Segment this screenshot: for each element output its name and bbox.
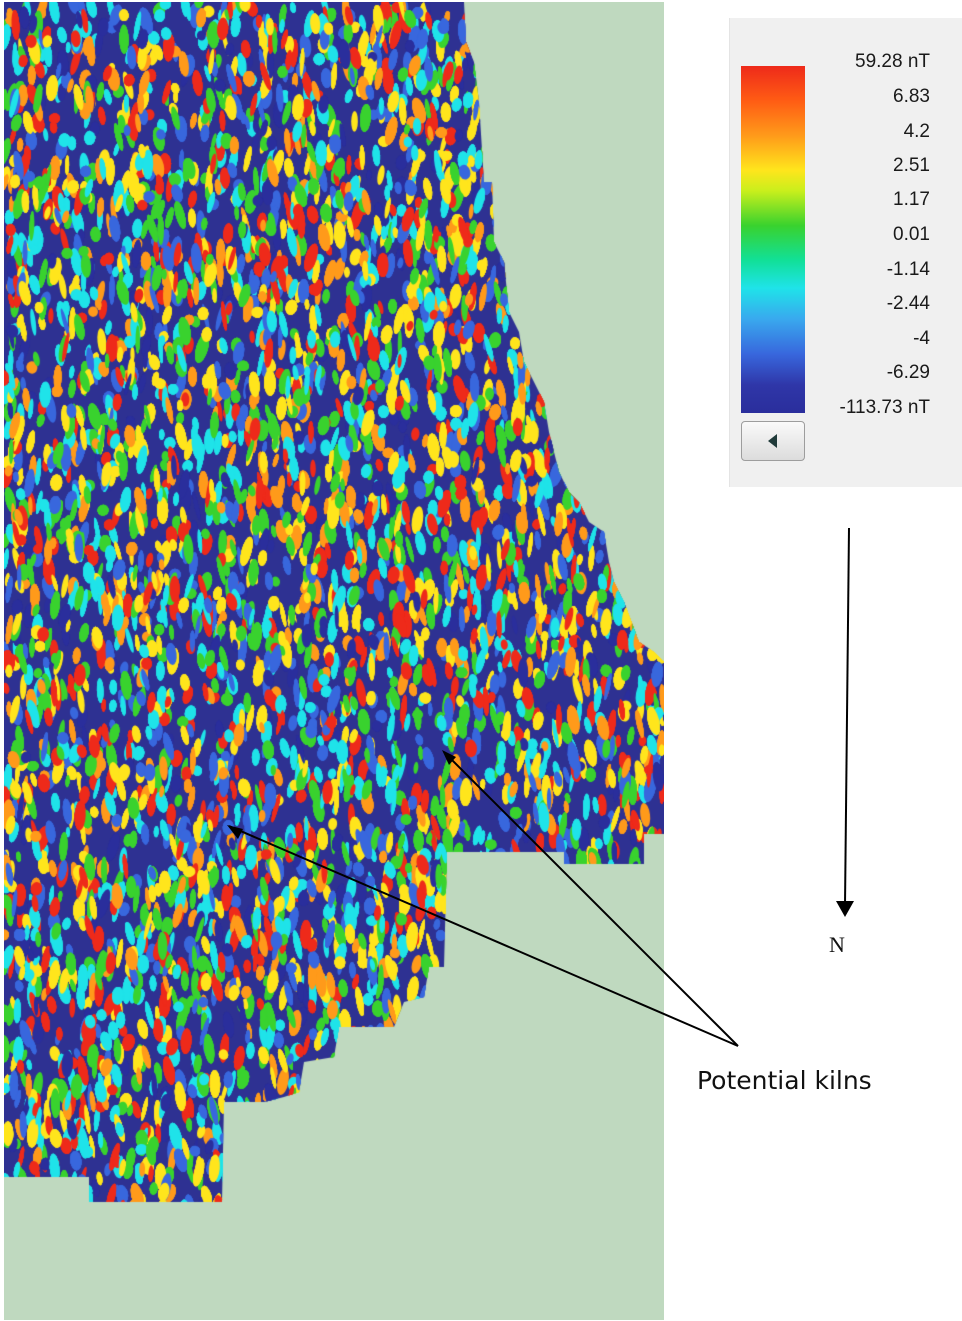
legend-label: -1.14 [886, 259, 930, 280]
legend-colorbar [741, 66, 805, 413]
north-arrow [836, 527, 854, 917]
triangle-left-icon [768, 434, 777, 448]
kiln-arrow-head [227, 825, 243, 839]
legend-label: 2.51 [893, 155, 930, 176]
legend-label-min: -113.73 nT [839, 397, 930, 418]
magnetometry-survey-map[interactable] [4, 2, 664, 1320]
north-label: N [829, 932, 845, 957]
legend-label-max: 59.28 nT [855, 51, 930, 72]
legend-label: 4.2 [903, 121, 930, 142]
legend-label: -4 [913, 328, 930, 349]
annotation-label: Potential kilns [697, 1066, 872, 1095]
kiln-arrow [228, 825, 739, 1047]
kiln-arrows [227, 750, 739, 1047]
kiln-arrow [443, 751, 739, 1047]
legend-label: 1.17 [893, 189, 930, 210]
legend-label: -6.29 [886, 362, 930, 383]
kiln-arrow-head [442, 750, 456, 765]
legend-label: 6.83 [893, 86, 930, 107]
legend-label: 0.01 [893, 224, 930, 245]
legend-label: -2.44 [886, 293, 930, 314]
legend-collapse-button[interactable] [741, 421, 805, 461]
